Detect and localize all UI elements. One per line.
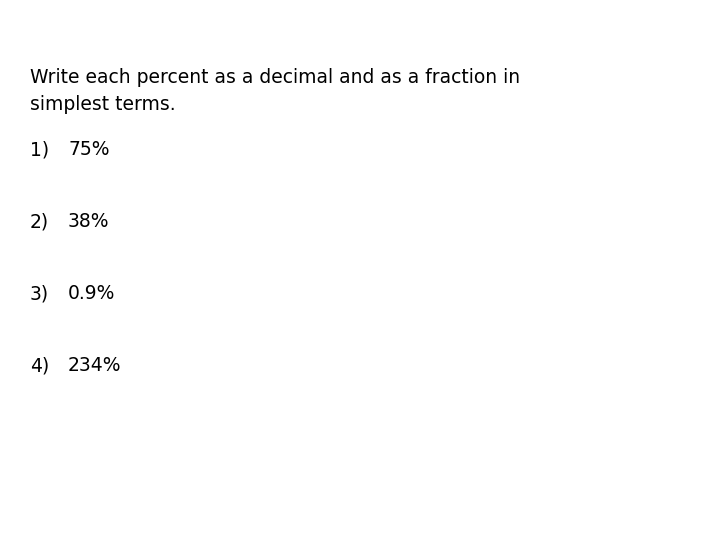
Text: 234%: 234% <box>68 356 122 375</box>
Text: 38%: 38% <box>68 212 109 231</box>
Text: 3): 3) <box>30 284 49 303</box>
Text: 0.9%: 0.9% <box>68 284 115 303</box>
Text: Write each percent as a decimal and as a fraction in: Write each percent as a decimal and as a… <box>30 68 520 87</box>
Text: 4): 4) <box>30 356 49 375</box>
Text: 75%: 75% <box>68 140 109 159</box>
Text: 2): 2) <box>30 212 49 231</box>
Text: 1): 1) <box>30 140 49 159</box>
Text: simplest terms.: simplest terms. <box>30 95 176 114</box>
